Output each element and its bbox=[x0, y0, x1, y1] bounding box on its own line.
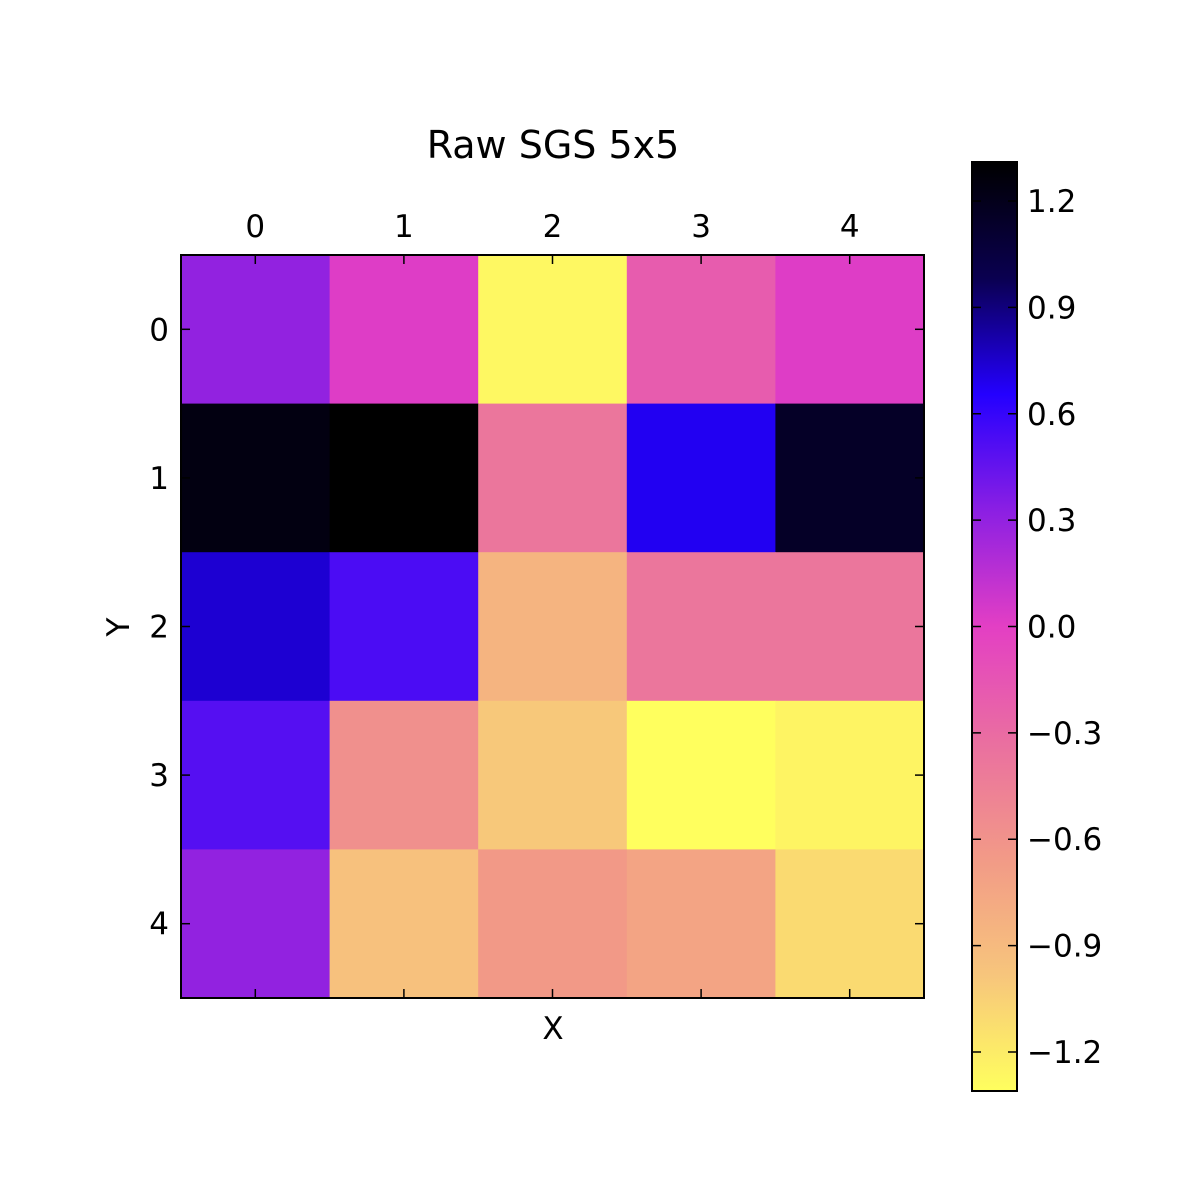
heatmap-cell-r2-c0 bbox=[181, 552, 330, 701]
heatmap-cell-r1-c1 bbox=[330, 404, 479, 553]
heatmap-cell-r4-c1 bbox=[330, 849, 479, 998]
heatmap-cell-r1-c0 bbox=[181, 404, 330, 553]
heatmap-cell-r1-c3 bbox=[627, 404, 776, 553]
colorbar-tick-label-5: −0.3 bbox=[1027, 716, 1102, 752]
heatmap-cell-r0-c1 bbox=[330, 255, 479, 404]
heatmap-cell-r0-c0 bbox=[181, 255, 330, 404]
x-tick-label-1: 1 bbox=[394, 209, 414, 245]
heatmap-cell-r2-c2 bbox=[478, 552, 627, 701]
chart-title: Raw SGS 5x5 bbox=[427, 123, 680, 167]
y-tick-label-1: 1 bbox=[149, 461, 169, 497]
heatmap-cell-r4-c4 bbox=[775, 849, 924, 998]
heatmap-cell-r3-c3 bbox=[627, 701, 776, 850]
x-tick-label-4: 4 bbox=[840, 209, 860, 245]
heatmap-cell-r0-c4 bbox=[775, 255, 924, 404]
x-tick-label-3: 3 bbox=[691, 209, 711, 245]
colorbar-tick-label-4: 0.0 bbox=[1027, 610, 1076, 646]
colorbar: 1.2 0.9 0.6 0.3 0.0 −0.3 −0.6 −0.9 −1.2 bbox=[972, 162, 1102, 1091]
colorbar-tick-label-6: −0.6 bbox=[1027, 822, 1102, 858]
colorbar-tick-label-8: −1.2 bbox=[1027, 1035, 1102, 1071]
y-tick-label-4: 4 bbox=[149, 907, 169, 943]
heatmap-cells bbox=[181, 255, 925, 999]
heatmap-cell-r2-c3 bbox=[627, 552, 776, 701]
heatmap-cell-r3-c2 bbox=[478, 701, 627, 850]
heatmap-cell-r3-c4 bbox=[775, 701, 924, 850]
x-tick-label-2: 2 bbox=[543, 209, 563, 245]
heatmap-cell-r4-c3 bbox=[627, 849, 776, 998]
colorbar-tick-label-0: 1.2 bbox=[1027, 184, 1076, 220]
colorbar-tick-label-3: 0.3 bbox=[1027, 503, 1076, 539]
colorbar-tick-label-1: 0.9 bbox=[1027, 290, 1076, 326]
heatmap-cell-r2-c4 bbox=[775, 552, 924, 701]
y-tick-label-0: 0 bbox=[149, 312, 169, 348]
x-axis-label: X bbox=[542, 1011, 563, 1047]
y-tick-label-2: 2 bbox=[149, 610, 169, 646]
heatmap-cell-r1-c4 bbox=[775, 404, 924, 553]
heatmap-cell-r4-c0 bbox=[181, 849, 330, 998]
heatmap-cell-r2-c1 bbox=[330, 552, 479, 701]
y-tick-label-3: 3 bbox=[149, 758, 169, 794]
heatmap-cell-r3-c0 bbox=[181, 701, 330, 850]
heatmap-cell-r3-c1 bbox=[330, 701, 479, 850]
heatmap-cell-r4-c2 bbox=[478, 849, 627, 998]
heatmap-cell-r1-c2 bbox=[478, 404, 627, 553]
colorbar-tick-label-7: −0.9 bbox=[1027, 929, 1102, 965]
heatmap-cell-r0-c2 bbox=[478, 255, 627, 404]
colorbar-tick-label-2: 0.6 bbox=[1027, 397, 1076, 433]
x-tick-label-0: 0 bbox=[245, 209, 265, 245]
heatmap-cell-r0-c3 bbox=[627, 255, 776, 404]
y-axis-label: Y bbox=[101, 617, 137, 637]
